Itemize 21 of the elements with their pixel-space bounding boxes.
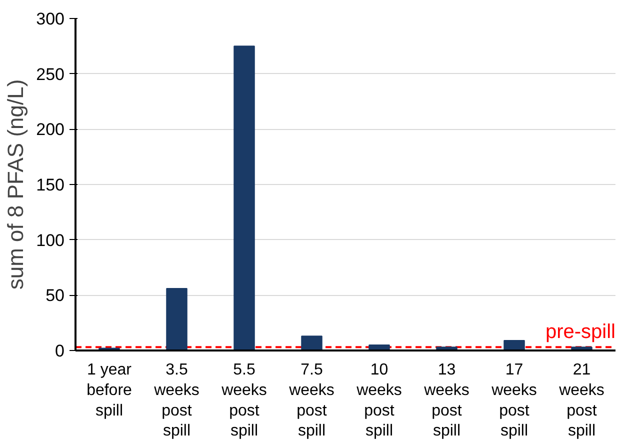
y-tick-label: 100 [36, 230, 65, 250]
x-tick-label: 21 weeks post spill [558, 362, 604, 440]
y-tick-label: 50 [46, 286, 65, 306]
x-tick-label: 5.5 weeks post spill [220, 362, 267, 440]
bar [234, 46, 255, 350]
x-tick-label: 1 year before spill [86, 362, 132, 420]
bar [504, 340, 525, 350]
x-tick-label: 3.5 weeks post spill [153, 362, 200, 440]
x-tick-label: 13 weeks post spill [423, 362, 470, 440]
y-tick-label: 200 [36, 120, 65, 140]
x-tick-label: 7.5 weeks post spill [288, 362, 334, 440]
y-tick-label: 300 [36, 10, 65, 28]
bar [166, 288, 188, 350]
x-tick-label: 10 weeks post spill [356, 362, 402, 440]
y-axis-title: sum of 8 PFAS (ng/L) [3, 79, 28, 290]
y-tick-label: 0 [55, 342, 65, 360]
ref-line-label: pre-spill [545, 321, 616, 344]
x-tick-label: 17 weeks post spill [490, 362, 537, 440]
y-tick-label: 150 [36, 176, 65, 194]
bar [301, 336, 322, 350]
y-tick-label: 250 [36, 64, 65, 84]
